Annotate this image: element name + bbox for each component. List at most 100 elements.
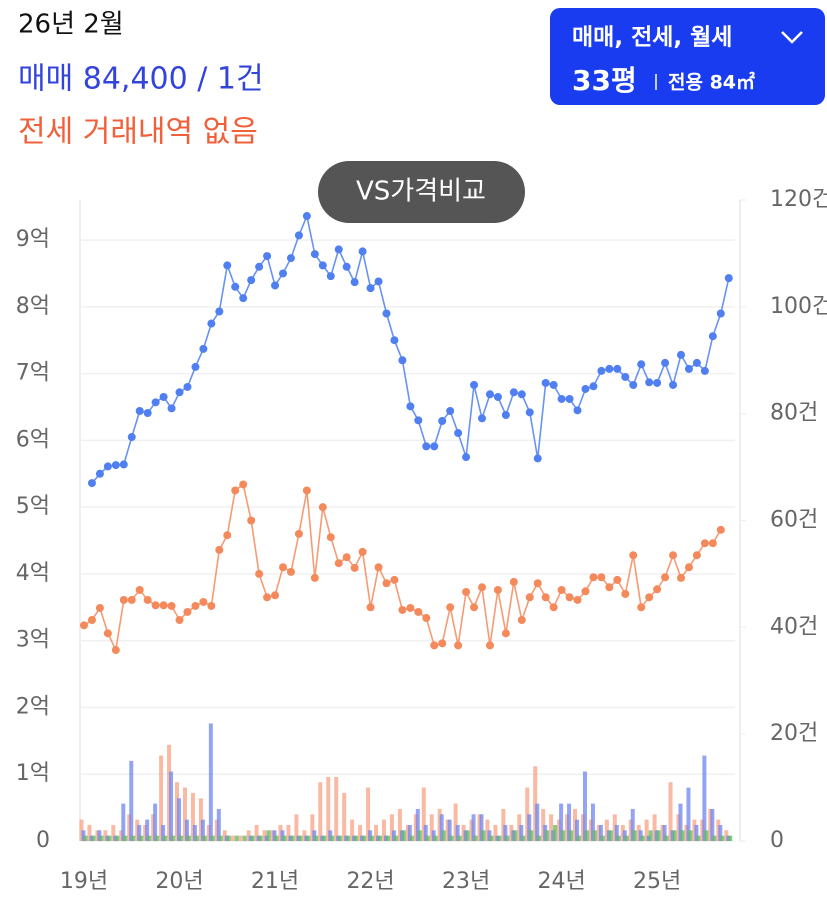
volume-bar xyxy=(493,824,498,841)
price-point xyxy=(151,601,160,610)
price-point xyxy=(135,406,144,415)
volume-bar xyxy=(190,792,195,841)
volume-bar xyxy=(664,835,669,841)
price-point xyxy=(223,531,232,540)
volume-bar xyxy=(529,830,534,841)
volume-bar xyxy=(218,835,223,841)
price-point xyxy=(454,641,463,650)
price-point xyxy=(708,539,717,548)
price-point xyxy=(613,364,622,373)
volume-bar xyxy=(429,814,434,841)
price-line xyxy=(83,483,722,653)
volume-bar xyxy=(513,830,518,841)
compare-button[interactable]: VS가격비교 xyxy=(318,161,525,223)
volume-bar xyxy=(91,835,96,841)
volume-bar xyxy=(155,835,160,841)
volume-bar xyxy=(525,787,530,841)
price-point xyxy=(87,615,96,624)
price-point xyxy=(143,408,152,417)
price-point xyxy=(629,551,638,560)
price-point xyxy=(549,603,558,612)
volume-bar xyxy=(421,787,426,841)
volume-bar xyxy=(688,830,693,841)
price-point xyxy=(175,615,184,624)
volume-bar xyxy=(366,787,371,841)
volume-bar xyxy=(545,830,550,841)
price-point xyxy=(533,579,542,588)
volume-bar xyxy=(718,824,723,841)
volume-bar xyxy=(242,835,247,841)
price-point xyxy=(462,453,471,462)
y-tick-label: 6억 xyxy=(16,427,50,452)
volume-bar xyxy=(179,835,184,841)
price-point xyxy=(430,641,439,650)
chevron xyxy=(781,31,803,44)
filter-button[interactable]: 매매, 전세, 월세 33평 전용 84㎡ xyxy=(550,8,825,105)
volume-bar xyxy=(159,755,164,841)
volume-bar xyxy=(99,835,104,841)
volume-bar xyxy=(632,830,637,841)
price-point xyxy=(334,559,343,568)
price-point xyxy=(239,294,248,303)
price-point xyxy=(692,551,701,560)
price-point xyxy=(573,595,582,604)
price-point xyxy=(653,585,662,594)
y-tick-label: 5억 xyxy=(16,494,50,519)
volume-bar xyxy=(230,835,235,841)
price-point xyxy=(199,597,208,606)
volume-bar xyxy=(346,835,351,841)
volume-bar xyxy=(704,830,709,841)
volume-bar xyxy=(453,803,458,841)
price-point xyxy=(183,382,192,391)
price-point xyxy=(279,563,287,572)
price-point xyxy=(605,583,614,592)
volume-bar xyxy=(447,819,452,841)
volume-bar xyxy=(169,771,174,841)
volume-bar xyxy=(334,776,339,841)
price-point xyxy=(215,307,224,316)
volume-bar xyxy=(728,835,733,841)
filter-area: 전용 84㎡ xyxy=(668,71,755,94)
price-point xyxy=(525,408,534,417)
sale-summary: 매매 84,400 / 1건 xyxy=(18,62,264,97)
price-point xyxy=(645,593,654,602)
price-point xyxy=(549,380,558,389)
price-point xyxy=(342,262,351,271)
filter-types: 매매, 전세, 월세 xyxy=(572,25,732,51)
price-point xyxy=(159,601,168,610)
volume-bar xyxy=(393,835,398,841)
volume-bar xyxy=(648,830,653,841)
price-point xyxy=(135,585,144,594)
volume-bar xyxy=(208,723,213,841)
volume-bar xyxy=(567,803,572,841)
price-point xyxy=(438,639,447,648)
y-tick-label: 1억 xyxy=(16,761,50,786)
price-point xyxy=(613,575,622,584)
price-point xyxy=(398,356,407,365)
price-point xyxy=(716,525,725,534)
y-tick-label: 3억 xyxy=(16,628,50,653)
price-point xyxy=(485,641,494,650)
price-point xyxy=(286,567,295,576)
volume-bar xyxy=(161,824,166,841)
volume-bar xyxy=(389,814,394,841)
volume-bar xyxy=(537,835,542,841)
volume-bar xyxy=(378,835,383,841)
volume-bar xyxy=(457,835,462,841)
price-point xyxy=(255,262,264,271)
volume-bar xyxy=(310,814,315,841)
volume-bar xyxy=(608,830,613,841)
price-point xyxy=(215,545,224,554)
price-point xyxy=(302,212,311,221)
price-point xyxy=(406,402,415,411)
price-point xyxy=(621,372,630,381)
price-point xyxy=(374,563,383,572)
price-point xyxy=(414,416,423,425)
price-point xyxy=(525,593,534,602)
price-point xyxy=(390,575,399,584)
volume-bar xyxy=(473,835,478,841)
volume-bar xyxy=(497,835,502,841)
price-point xyxy=(462,587,471,596)
price-point xyxy=(358,547,367,556)
